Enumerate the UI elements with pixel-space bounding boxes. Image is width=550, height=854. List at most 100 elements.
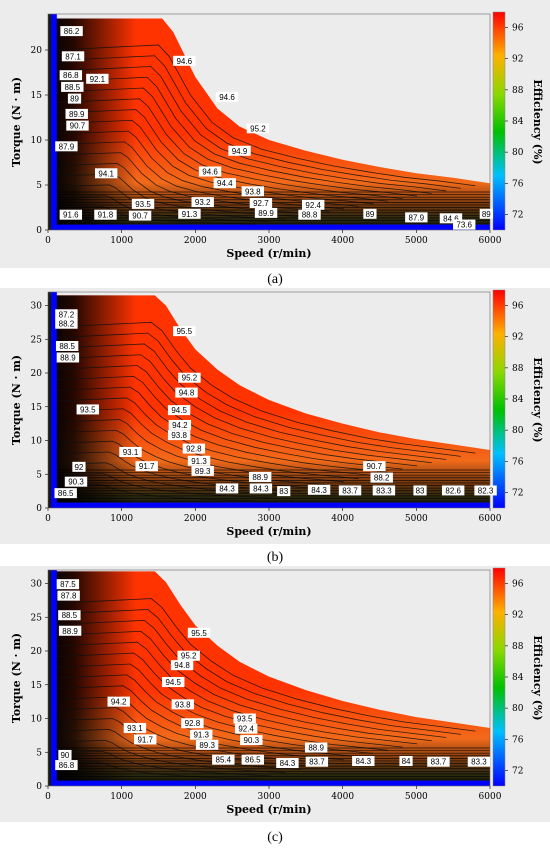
y-tick-label: 0	[36, 782, 42, 792]
colorbar-tick-label: 92	[512, 55, 523, 65]
contour-label-box	[249, 483, 273, 494]
contour-label: 94.8	[170, 660, 194, 671]
contour-label: 82.6	[441, 485, 465, 496]
contour-label-box	[173, 55, 196, 66]
colorbar-tick-label: 84	[512, 117, 524, 127]
contour-label-text: 88.9	[252, 473, 268, 482]
x-tick-label: 5000	[405, 792, 428, 802]
contour-label-box	[178, 372, 201, 383]
contour-label-box	[57, 590, 80, 601]
contour-label-text: 84.3	[311, 486, 327, 495]
y-axis-label: Torque (N · m)	[10, 77, 23, 167]
contour-label-text: 89.3	[195, 467, 211, 476]
low-efficiency-strip	[50, 292, 57, 508]
contour-label-box	[198, 166, 222, 177]
contour-label-text: 94.8	[179, 389, 195, 398]
contour-label-box	[305, 756, 329, 767]
contour-label-text: 84.3	[280, 759, 296, 768]
contour-label: 94.6	[173, 55, 196, 66]
contour-label: 88.9	[248, 471, 272, 482]
contour-label-box	[298, 209, 321, 220]
contour-label: 94.4	[213, 178, 236, 189]
colorbar-tick-label: 84	[512, 395, 524, 405]
contour-line	[59, 419, 345, 483]
contour-label-box	[254, 207, 278, 218]
contour-label-text: 89.9	[258, 209, 274, 218]
contour-label: 93.8	[171, 699, 195, 710]
contour-label: 88.9	[56, 352, 80, 363]
contour-label: 88.5	[61, 81, 84, 92]
contour-label: 90.3	[240, 735, 263, 746]
efficiency-map-a: 0 1000 2000 3000 4000 5000 6000 0 5 10 15 20 Speed (…	[0, 0, 550, 268]
colorbar-tick-label: 80	[512, 148, 524, 158]
contour-label-text: 88.9	[308, 744, 324, 753]
contour-label-box	[187, 455, 211, 466]
low-efficiency-strip	[50, 570, 57, 786]
contour-label: 91.3	[178, 208, 201, 219]
contour-label: 84.3	[352, 756, 375, 767]
colorbar-tick-label: 72	[512, 210, 523, 220]
contour-label: 93.5	[131, 198, 155, 209]
contour-label-box	[182, 443, 206, 454]
x-tick-label: 6000	[479, 236, 502, 246]
contour-label-box	[86, 73, 109, 84]
contour-label: 95.5	[173, 326, 196, 337]
contour-label-box	[60, 26, 83, 37]
y-tick-label: 0	[36, 226, 42, 236]
contour-line	[55, 76, 432, 194]
contour-label: 94.6	[215, 91, 239, 102]
contour-label-text: 92	[74, 463, 83, 472]
x-tick-label: 4000	[331, 792, 354, 802]
contour-label-text: 84.3	[219, 484, 235, 493]
contour-label-text: 84.3	[356, 757, 372, 766]
y-tick-label: 30	[31, 580, 43, 590]
contour-label: 94.5	[162, 677, 185, 688]
x-axis-label: Speed (r/min)	[226, 525, 311, 538]
y-tick-label: 10	[31, 437, 43, 447]
contour-label-box	[61, 81, 84, 92]
colorbar-tick-label: 92	[512, 333, 523, 343]
contour-label: 86.8	[59, 70, 83, 81]
contour-label: 88.8	[298, 209, 321, 220]
y-tick-label: 20	[31, 369, 43, 379]
x-tick-label: 2000	[184, 236, 207, 246]
colorbar-tick-label: 84	[512, 673, 524, 683]
contour-label-text: 90	[60, 751, 69, 760]
contour-label-box	[168, 419, 192, 430]
colorbar-tick-label: 76	[512, 179, 524, 189]
contour-label-text: 83.7	[431, 758, 447, 767]
contour-line	[54, 619, 447, 738]
contour-label-text: 83	[416, 486, 425, 495]
contour-label-text: 83.3	[471, 758, 487, 767]
contour-line	[53, 44, 476, 187]
contour-label: 89	[363, 208, 377, 219]
contour-label: 93.1	[119, 446, 142, 457]
contour-label-text: 92.4	[305, 201, 321, 210]
contour-label: 93.8	[167, 430, 191, 441]
contour-label-text: 86.2	[64, 27, 80, 36]
contour-label-box	[56, 352, 80, 363]
contour-label-text: 91.3	[182, 210, 198, 219]
contour-label: 90.7	[66, 120, 89, 131]
contour-label: 83	[277, 486, 291, 497]
x-tick-label: 3000	[258, 792, 281, 802]
contour-label-box	[58, 610, 81, 621]
contour-label-text: 95.2	[182, 374, 198, 383]
contour-label-text: 89	[70, 95, 79, 104]
contour-label-box	[352, 756, 375, 767]
contour-label: 88.2	[55, 318, 78, 329]
contour-label-box	[59, 70, 83, 81]
contour-label: 83	[413, 485, 427, 496]
x-tick-label: 3000	[258, 236, 281, 246]
contour-label-text: 93.8	[171, 431, 187, 440]
contour-label-text: 88.2	[59, 320, 75, 329]
contour-label: 94.6	[198, 166, 222, 177]
y-tick-label: 20	[31, 647, 43, 657]
x-tick-label: 6000	[479, 514, 502, 524]
contour-label: 87.5	[56, 579, 80, 590]
contour-line	[56, 652, 403, 748]
contour-label-text: 87.2	[59, 310, 75, 319]
contour-label: 94.9	[228, 145, 251, 156]
colorbar	[492, 289, 506, 509]
y-tick-label: 5	[36, 181, 42, 191]
